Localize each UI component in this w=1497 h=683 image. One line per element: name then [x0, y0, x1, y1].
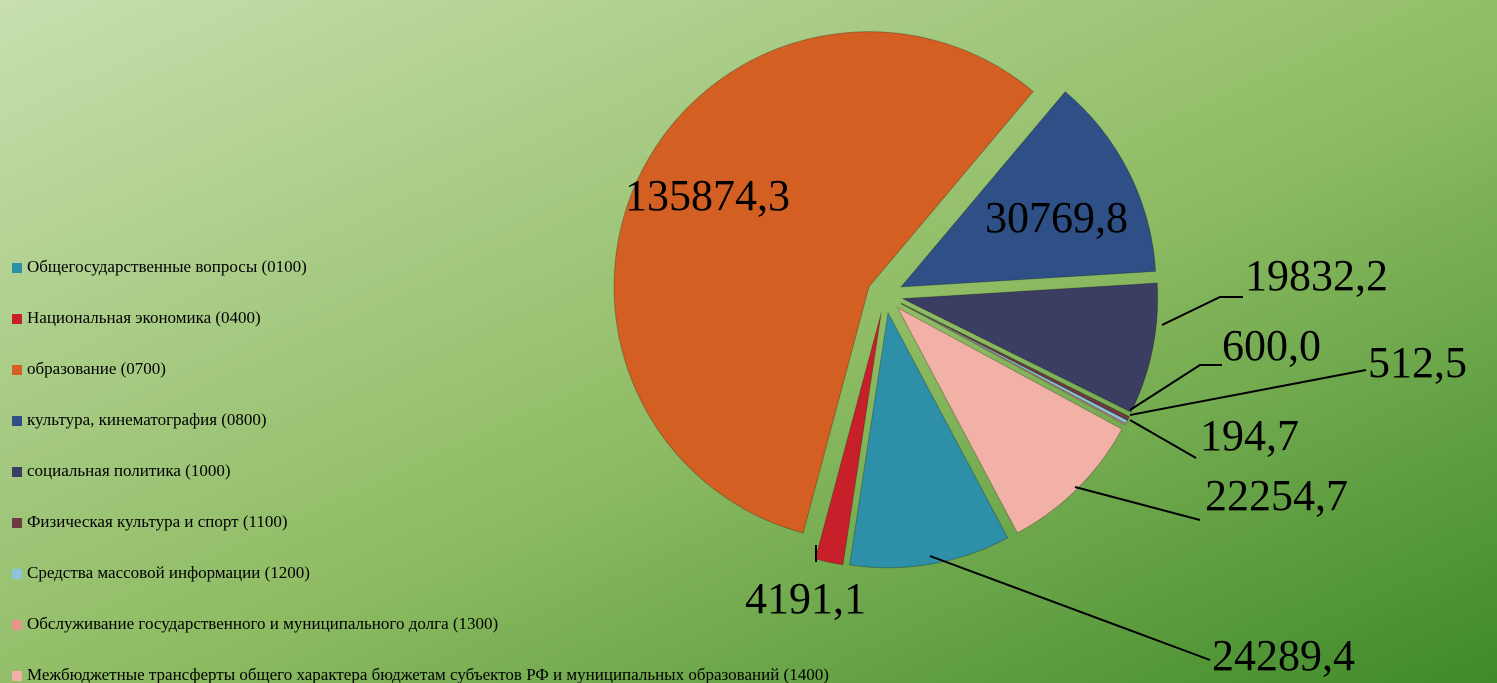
data-label: 30769,8 [985, 193, 1128, 242]
data-label: 600,0 [1222, 321, 1321, 370]
legend-swatch [12, 620, 22, 630]
legend-swatch [12, 314, 22, 324]
pie-slice [900, 302, 1129, 425]
data-label: 24289,4 [1212, 631, 1355, 680]
legend-swatch [12, 569, 22, 579]
legend-swatch [12, 518, 22, 528]
leader-line [1129, 364, 1222, 411]
data-label: 512,5 [1368, 338, 1467, 387]
pie-slice [900, 302, 1131, 421]
pie-slice [896, 306, 1123, 534]
data-label: 135874,3 [625, 171, 790, 220]
legend-label: образование (0700) [27, 359, 166, 378]
data-label: 4191,1 [745, 574, 866, 623]
legend-swatch [12, 365, 22, 375]
legend-label: Средства массовой информации (1200) [27, 563, 310, 582]
pie-slice [899, 91, 1157, 288]
leader-line [1074, 486, 1201, 521]
legend-label: социальная политика (1000) [27, 461, 231, 480]
data-label: 19832,2 [1245, 251, 1388, 300]
legend-label: Национальная экономика (0400) [27, 308, 261, 327]
legend-label: Обслуживание государственного и муниципа… [27, 614, 498, 633]
data-label: 22254,7 [1205, 471, 1348, 520]
pie-slice [849, 311, 1009, 569]
data-label: 194,7 [1200, 411, 1299, 460]
legend-swatch [12, 467, 22, 477]
legend-label: Физическая культура и спорт (1100) [27, 512, 288, 531]
leader-line [929, 555, 1211, 661]
leader-line [1129, 419, 1197, 459]
leader-line [1161, 296, 1243, 326]
pie-slice [613, 31, 1034, 534]
legend-swatch [12, 671, 22, 681]
pie-slice [900, 303, 1127, 426]
legend-swatch [12, 416, 22, 426]
leader-line [1129, 369, 1367, 416]
legend-swatch [12, 263, 22, 273]
legend-label: Общегосударственные вопросы (0100) [27, 257, 307, 276]
legend-label: культура, кинематография (0800) [27, 410, 267, 429]
legend-label: Межбюджетные трансферты общего характера… [27, 665, 829, 683]
